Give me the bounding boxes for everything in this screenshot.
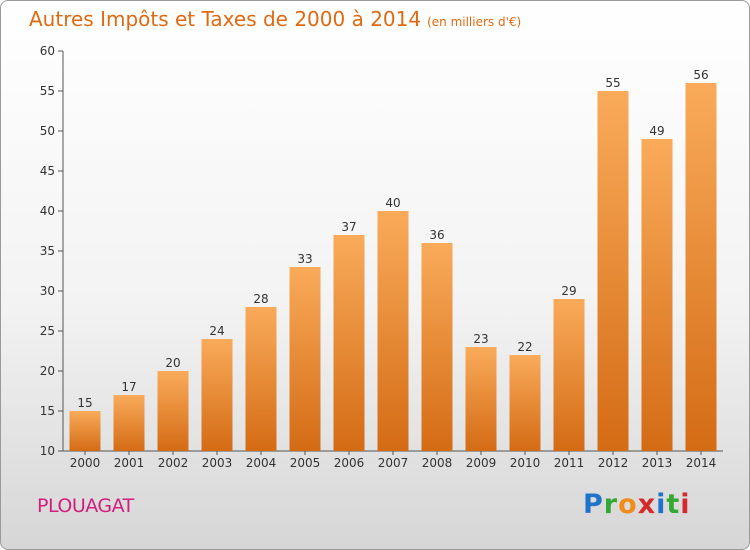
bar-value-label: 49: [649, 124, 664, 138]
bar-value-label: 36: [429, 228, 444, 242]
x-tick-label: 2011: [554, 456, 585, 470]
bar-2006: [333, 235, 365, 451]
logo-letter: o: [618, 489, 638, 520]
x-tick-label: 2000: [70, 456, 101, 470]
bar-value-label: 33: [297, 252, 312, 266]
x-tick-label: 2010: [510, 456, 541, 470]
bar-2000: [69, 411, 101, 451]
x-tick-label: 2007: [378, 456, 409, 470]
axes: 10 15 20 25 30 35 40 45 50 55 60 2000 2001 2002 2003 20…: [40, 44, 723, 470]
y-tick-label: 45: [40, 164, 55, 178]
bar-value-label: 37: [341, 220, 356, 234]
y-tick-label: 25: [40, 324, 55, 338]
bar-2009: [465, 347, 497, 451]
bars-group: 15 17 20 24 28 33 37 40 36 23 22 29 55 49 56: [69, 68, 717, 451]
bar-value-label: 29: [561, 284, 576, 298]
logo-letter: r: [603, 489, 619, 520]
bar-value-label: 24: [209, 324, 224, 338]
x-tick-label: 2012: [598, 456, 629, 470]
bar-value-label: 22: [517, 340, 532, 354]
bar-2010: [509, 355, 541, 451]
logo-letter: t: [666, 489, 681, 520]
x-tick-label: 2013: [642, 456, 673, 470]
y-tick-label: 30: [40, 284, 55, 298]
x-tick-label: 2009: [466, 456, 497, 470]
bar-value-label: 15: [77, 396, 92, 410]
y-tick-label: 20: [40, 364, 55, 378]
logo-letter: i: [656, 489, 667, 520]
y-tick-label: 35: [40, 244, 55, 258]
bar-value-label: 23: [473, 332, 488, 346]
y-tick-label: 55: [40, 84, 55, 98]
x-tick-label: 2006: [334, 456, 365, 470]
proxiti-logo: Proxiti: [583, 489, 691, 520]
location-name: PLOUAGAT: [37, 495, 134, 517]
bar-2008: [421, 243, 453, 451]
x-tick-label: 2014: [686, 456, 717, 470]
y-tick-label: 60: [40, 44, 55, 58]
logo-letter: P: [583, 489, 604, 520]
chart-title-block: Autres Impôts et Taxes de 2000 à 2014 (en…: [29, 7, 521, 31]
bar-2002: [157, 371, 189, 451]
y-tick-label: 15: [40, 404, 55, 418]
x-tick-label: 2004: [246, 456, 277, 470]
x-tick-label: 2005: [290, 456, 321, 470]
logo-letter: x: [637, 489, 657, 520]
bar-value-label: 56: [693, 68, 708, 82]
x-tick-label: 2008: [422, 456, 453, 470]
bar-value-label: 55: [605, 76, 620, 90]
bar-2007: [377, 211, 409, 451]
x-tick-label: 2003: [202, 456, 233, 470]
bar-value-label: 17: [121, 380, 136, 394]
bar-2004: [245, 307, 277, 451]
bar-2001: [113, 395, 145, 451]
bar-value-label: 20: [165, 356, 180, 370]
y-tick-label: 10: [40, 444, 55, 458]
bar-2013: [641, 139, 673, 451]
bar-2014: [685, 83, 717, 451]
bar-2003: [201, 339, 233, 451]
y-tick-label: 40: [40, 204, 55, 218]
bar-2012: [597, 91, 629, 451]
y-tick-label: 50: [40, 124, 55, 138]
bar-value-label: 28: [253, 292, 268, 306]
chart-title: Autres Impôts et Taxes de 2000 à 2014: [29, 7, 422, 31]
bar-2011: [553, 299, 585, 451]
logo-letter: i: [680, 489, 691, 520]
chart-subtitle: (en milliers d'€): [427, 15, 522, 29]
bar-value-label: 40: [385, 196, 400, 210]
bar-2005: [289, 267, 321, 451]
x-tick-label: 2002: [158, 456, 189, 470]
x-tick-label: 2001: [114, 456, 145, 470]
